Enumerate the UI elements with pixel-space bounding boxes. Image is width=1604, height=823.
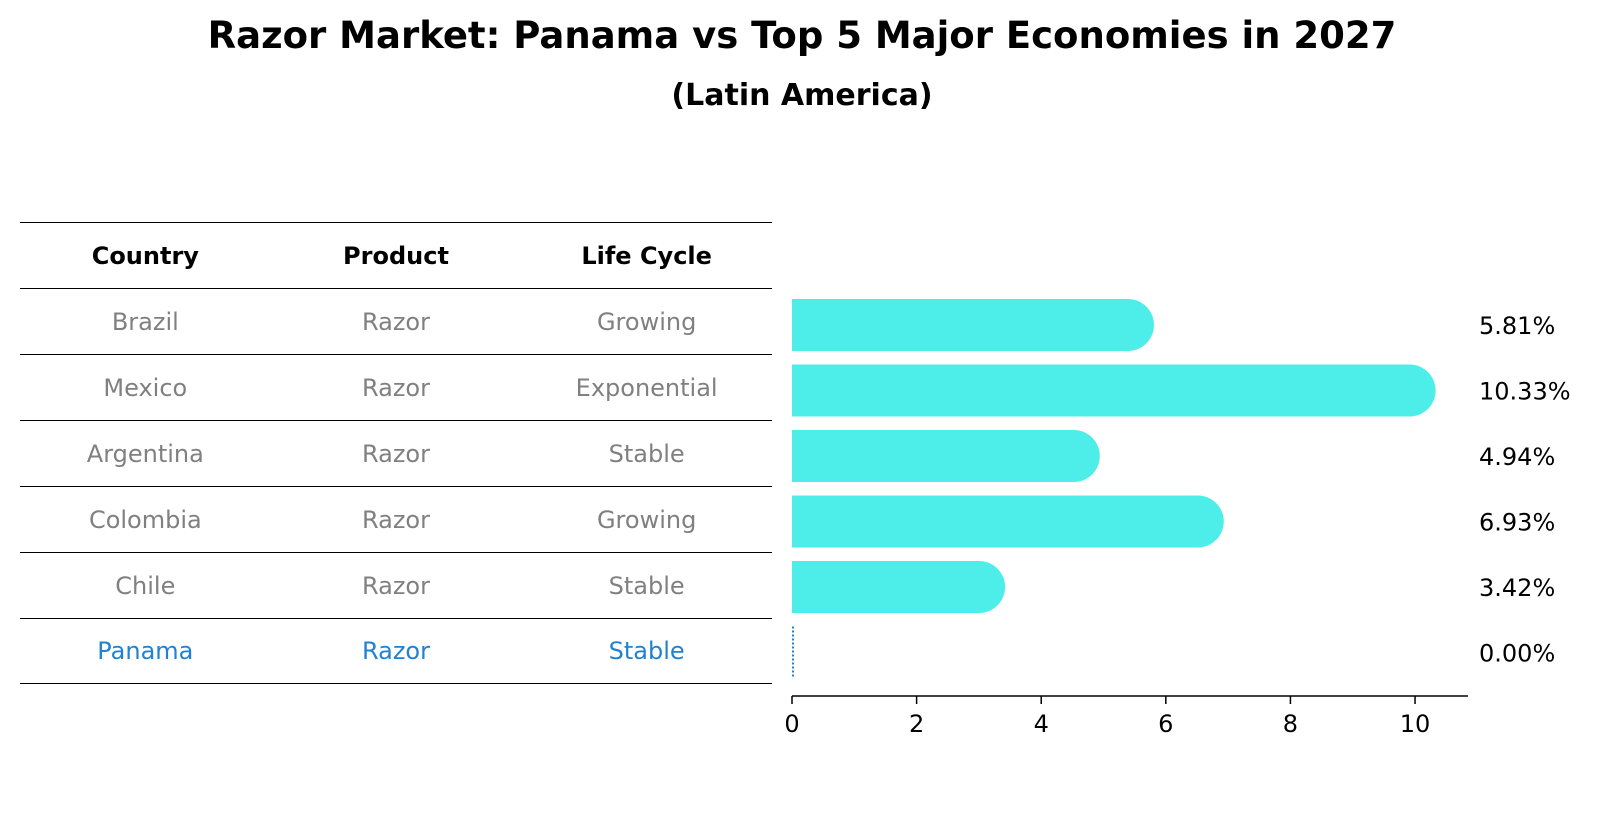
country-cell: Argentina bbox=[86, 439, 204, 468]
table-row: Chile Razor Stable bbox=[20, 552, 772, 618]
product-cell: Razor bbox=[361, 373, 430, 402]
country-cell: Chile bbox=[115, 571, 176, 600]
bar bbox=[792, 364, 1436, 417]
chart-subtitle: (Latin America) bbox=[671, 78, 933, 113]
product-cell: Razor bbox=[361, 637, 430, 665]
x-tick-label: 8 bbox=[1283, 710, 1298, 738]
data-table: Country Product Life Cycle Brazil Razor … bbox=[20, 222, 772, 684]
product-cell: Razor bbox=[361, 571, 430, 600]
product-cell: Razor bbox=[361, 505, 430, 534]
chart-title: Razor Market: Panama vs Top 5 Major Econ… bbox=[207, 14, 1397, 57]
data-label: 4.94% bbox=[1479, 443, 1555, 471]
header-product: Product bbox=[343, 241, 449, 270]
x-tick-label: 2 bbox=[909, 710, 924, 738]
data-label: 3.42% bbox=[1479, 574, 1555, 602]
table-row: Argentina Razor Stable bbox=[20, 420, 772, 486]
table-row: Colombia Razor Growing bbox=[20, 486, 772, 552]
bar bbox=[792, 495, 1224, 548]
life-cycle-cell: Exponential bbox=[575, 373, 718, 402]
data-label: 0.00% bbox=[1479, 640, 1555, 668]
life-cycle-cell: Growing bbox=[596, 307, 697, 336]
bar bbox=[792, 299, 1154, 351]
country-cell: Panama bbox=[97, 637, 194, 665]
product-cell: Razor bbox=[361, 439, 430, 468]
x-tick-label: 0 bbox=[784, 710, 799, 738]
header-country: Country bbox=[91, 241, 199, 270]
header-life-cycle: Life Cycle bbox=[581, 241, 712, 270]
table-header-row: Country Product Life Cycle bbox=[20, 222, 772, 288]
product-cell: Razor bbox=[361, 307, 430, 336]
life-cycle-cell: Stable bbox=[608, 637, 685, 665]
data-label: 10.33% bbox=[1479, 378, 1571, 406]
x-tick-label: 4 bbox=[1034, 710, 1049, 738]
bar bbox=[792, 430, 1100, 482]
country-cell: Colombia bbox=[88, 505, 202, 534]
table-row-highlighted: Panama Razor Stable bbox=[20, 618, 772, 684]
bar bbox=[792, 561, 1006, 613]
data-label: 5.81% bbox=[1479, 312, 1555, 340]
country-cell: Brazil bbox=[111, 307, 179, 336]
x-tick-label: 10 bbox=[1400, 710, 1431, 738]
life-cycle-cell: Stable bbox=[608, 571, 685, 600]
table-row: Brazil Razor Growing bbox=[20, 288, 772, 354]
life-cycle-cell: Stable bbox=[608, 439, 685, 468]
country-cell: Mexico bbox=[103, 373, 188, 402]
table-row: Mexico Razor Exponential bbox=[20, 354, 772, 420]
life-cycle-cell: Growing bbox=[596, 505, 697, 534]
x-tick-label: 6 bbox=[1158, 710, 1173, 738]
data-label: 6.93% bbox=[1479, 509, 1555, 537]
